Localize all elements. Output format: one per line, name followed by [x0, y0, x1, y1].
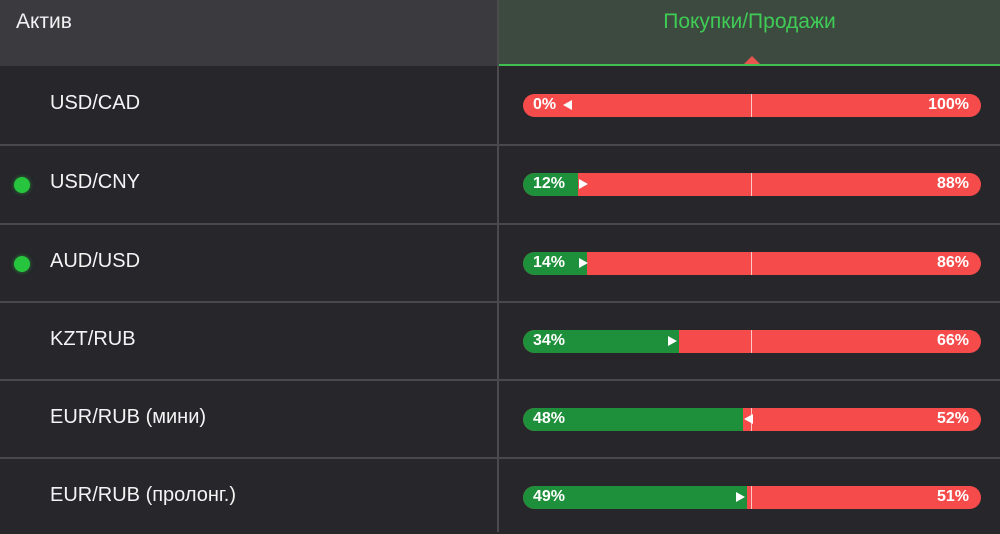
sort-indicator-icon: [744, 56, 760, 64]
buy-percent-label: 49%: [533, 488, 566, 505]
asset-name: USD/CAD: [50, 92, 141, 114]
row-divider: [0, 223, 1000, 225]
buy-percent-label: 14%: [533, 254, 566, 271]
column-header-buy-sell[interactable]: Покупки/Продажи: [499, 0, 1000, 66]
table-row[interactable]: USD/CAD 0% 100%: [0, 66, 1000, 142]
column-header-asset[interactable]: Актив: [0, 0, 497, 66]
sell-percent-label: 51%: [936, 488, 969, 505]
column-header-asset-label: Актив: [16, 10, 72, 33]
sell-percent-label: 88%: [936, 175, 969, 192]
buy-share-fill: [523, 486, 747, 509]
row-divider: [0, 379, 1000, 381]
column-header-buy-sell-label: Покупки/Продажи: [663, 10, 836, 33]
midpoint-marker: [751, 330, 752, 353]
active-status-dot-icon: [14, 256, 30, 272]
buy-sell-ratio-bar: 48% 52%: [523, 408, 981, 431]
buy-share-fill: [523, 173, 578, 196]
column-divider: [497, 0, 499, 532]
active-status-dot-icon: [14, 177, 30, 193]
table-row[interactable]: USD/CNY 12% 88%: [0, 145, 1000, 221]
midpoint-marker: [751, 94, 752, 117]
triangle-right-icon: [579, 179, 588, 189]
buy-sell-ratio-bar: 14% 86%: [523, 252, 981, 275]
asset-name: EUR/RUB (пролонг.): [50, 484, 236, 506]
table-row[interactable]: EUR/RUB (мини) 48% 52%: [0, 380, 1000, 456]
asset-name: USD/CNY: [50, 171, 141, 193]
buy-sell-ratio-bar: 0% 100%: [523, 94, 981, 117]
triangle-right-icon: [579, 258, 588, 268]
table-row[interactable]: AUD/USD 14% 86%: [0, 224, 1000, 300]
table-row[interactable]: EUR/RUB (пролонг.) 49% 51%: [0, 458, 1000, 534]
asset-name: EUR/RUB (мини): [50, 406, 207, 428]
sell-percent-label: 66%: [936, 332, 969, 349]
triangle-right-icon: [668, 336, 677, 346]
row-divider: [0, 457, 1000, 459]
sell-percent-label: 100%: [928, 96, 969, 113]
sell-percent-label: 52%: [936, 410, 969, 427]
buy-share-fill: [523, 408, 743, 431]
midpoint-marker: [751, 486, 752, 509]
triangle-left-icon: [744, 414, 753, 424]
midpoint-marker: [751, 173, 752, 196]
table-header: Актив Покупки/Продажи: [0, 0, 1000, 66]
table-row[interactable]: KZT/RUB 34% 66%: [0, 302, 1000, 378]
midpoint-marker: [751, 252, 752, 275]
row-divider: [0, 144, 1000, 146]
asset-name: AUD/USD: [50, 250, 141, 272]
buy-percent-label: 12%: [533, 175, 566, 192]
buy-sell-ratio-bar: 49% 51%: [523, 486, 981, 509]
triangle-right-icon: [736, 492, 745, 502]
buy-share-fill: [523, 252, 587, 275]
buy-percent-label: 0%: [533, 96, 557, 113]
buy-percent-label: 48%: [533, 410, 566, 427]
buy-sell-ratio-bar: 34% 66%: [523, 330, 981, 353]
row-divider: [0, 301, 1000, 303]
sell-percent-label: 86%: [936, 254, 969, 271]
asset-name: KZT/RUB: [50, 328, 136, 350]
buy-share-fill: [523, 330, 679, 353]
buy-percent-label: 34%: [533, 332, 566, 349]
buy-sell-ratio-bar: 12% 88%: [523, 173, 981, 196]
triangle-left-icon: [563, 100, 572, 110]
